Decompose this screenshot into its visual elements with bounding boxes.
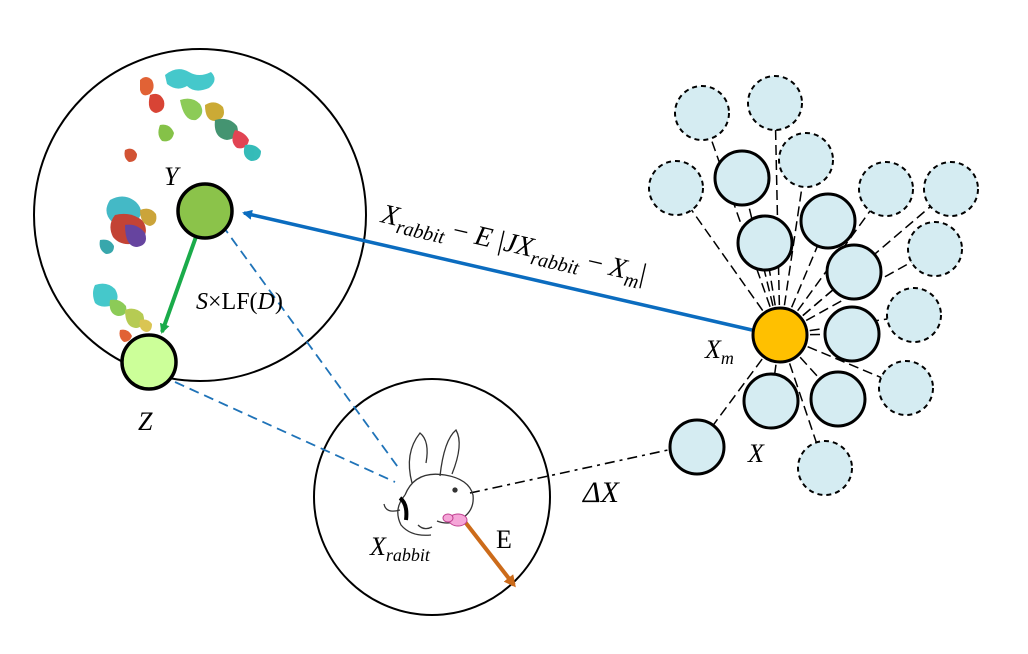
formula-exploitation: Xrabbit − E |JXrabbit − Xm| xyxy=(376,198,649,294)
label-e: E xyxy=(496,525,512,554)
rabbit-ribbon-icon xyxy=(442,513,468,527)
hawk-candidate-node xyxy=(747,75,803,131)
rabbit-region-circle xyxy=(313,378,551,616)
hawk-node xyxy=(823,305,881,363)
hawk-candidate-node xyxy=(674,85,730,141)
hawk-positions-solid xyxy=(668,149,883,476)
orange-arrow-e xyxy=(460,516,516,588)
formula-levy-flight: S×LF(D) xyxy=(196,289,283,315)
label-x-rabbit: Xrabbit xyxy=(369,532,431,565)
hawk-candidate-node xyxy=(923,161,979,217)
hawk-candidate-node xyxy=(858,161,914,217)
hawk-candidate-node xyxy=(648,160,704,216)
blue-arrow-xm-to-y xyxy=(242,209,753,332)
hawk-node xyxy=(742,372,800,430)
hawk-node xyxy=(825,243,883,301)
y-node xyxy=(176,182,234,240)
hawk-candidate-node xyxy=(886,287,942,343)
dashed-link-rabbit-x xyxy=(469,449,669,494)
hawk-candidate-node xyxy=(797,440,853,496)
hawk-candidates-dashed xyxy=(648,75,979,496)
label-delta-x: ΔX xyxy=(582,476,621,509)
hawk-candidate-node xyxy=(778,132,834,188)
hawk-node xyxy=(713,149,771,207)
rabbit-icon xyxy=(383,429,474,536)
dashed-link-rabbit-y xyxy=(221,224,401,471)
hawk-node xyxy=(809,370,867,428)
hawk-node xyxy=(799,192,857,250)
dashed-link-rabbit-z xyxy=(174,381,396,483)
z-node xyxy=(120,333,178,391)
levy-flight-cluster xyxy=(93,69,261,342)
hawk-candidate-node xyxy=(878,360,934,416)
label-x: X xyxy=(747,439,765,468)
label-z: Z xyxy=(138,407,153,436)
label-xm: Xm xyxy=(704,335,734,368)
hawk-x-node xyxy=(668,418,726,476)
xm-node xyxy=(751,306,809,364)
green-arrow-y-to-z xyxy=(159,233,199,334)
search-region-circle xyxy=(33,48,367,382)
hawk-candidate-node xyxy=(907,221,963,277)
label-y: Y xyxy=(164,162,181,191)
hawk-node xyxy=(736,214,794,272)
